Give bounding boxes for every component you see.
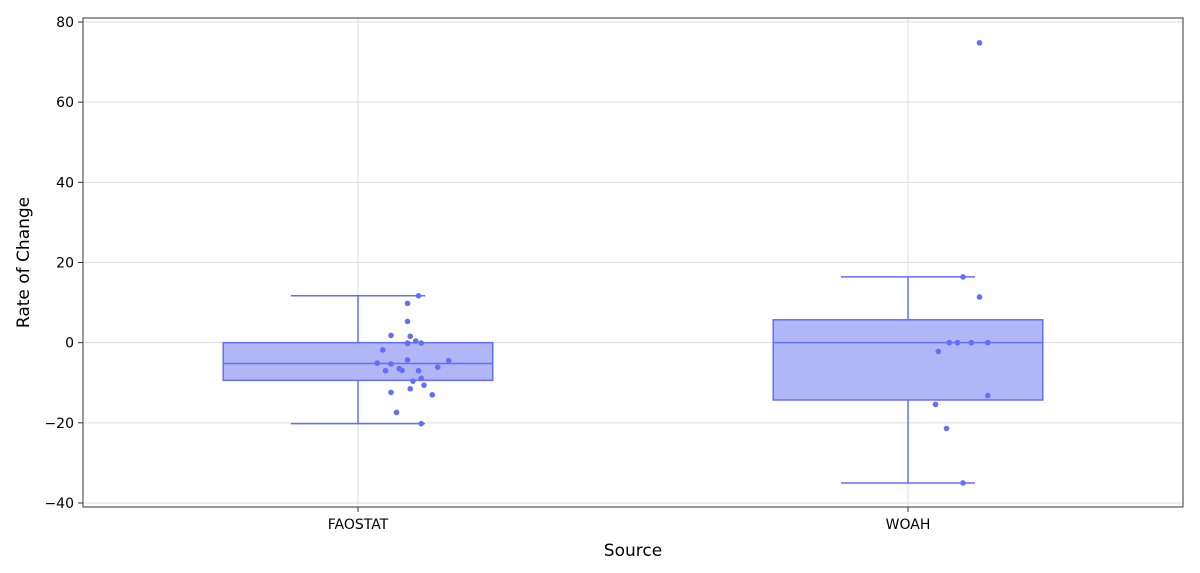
x-axis-ticks: FAOSTAT WOAH (328, 507, 931, 533)
data-point (412, 338, 419, 344)
data-point (960, 480, 966, 486)
x-tick-label: WOAH (886, 517, 931, 533)
data-point (421, 382, 427, 388)
data-point (968, 339, 975, 346)
data-point (984, 339, 991, 346)
data-point (960, 274, 966, 280)
y-tick-label: 60 (56, 95, 74, 111)
data-point (445, 357, 452, 364)
data-point (415, 367, 422, 374)
data-point (374, 360, 381, 366)
jitter-points (374, 40, 991, 486)
data-point (976, 294, 983, 300)
data-point (954, 339, 961, 346)
data-point (388, 361, 394, 367)
y-tick-label: −20 (44, 416, 74, 432)
data-point (984, 392, 991, 399)
data-point (976, 40, 983, 46)
data-point (399, 367, 405, 374)
data-point (404, 300, 411, 307)
box-iqr (772, 319, 1044, 401)
data-point (388, 389, 394, 396)
y-axis-title: Rate of Change (14, 197, 34, 328)
data-point (393, 409, 400, 416)
data-point (404, 340, 411, 346)
data-point (434, 364, 441, 370)
data-point (407, 385, 414, 392)
data-point (418, 375, 425, 382)
y-tick-label: −40 (44, 496, 74, 512)
box-woah (772, 276, 1044, 484)
data-point (404, 357, 411, 363)
data-point (415, 292, 422, 299)
y-tick-label: 40 (56, 175, 74, 191)
y-axis-ticks: −40 −20 0 20 40 60 80 (44, 15, 83, 512)
box-faostat (222, 295, 494, 425)
data-point (946, 339, 953, 346)
data-point (943, 425, 950, 432)
gridlines (83, 18, 1183, 507)
data-point (388, 332, 394, 339)
data-point (407, 333, 414, 340)
data-point (418, 420, 425, 427)
data-point (935, 348, 942, 355)
box-iqr (222, 341, 494, 382)
y-tick-label: 20 (56, 256, 74, 272)
x-axis-title: Source (604, 541, 662, 561)
x-tick-label: FAOSTAT (328, 517, 389, 533)
data-point (418, 340, 425, 346)
data-point (410, 378, 416, 384)
y-tick-label: 80 (56, 15, 74, 31)
y-tick-label: 0 (65, 336, 74, 352)
data-point (932, 401, 939, 408)
boxes (222, 276, 1044, 484)
data-point (429, 391, 436, 398)
data-point (382, 367, 389, 374)
data-point (379, 347, 386, 353)
data-point (404, 318, 411, 325)
